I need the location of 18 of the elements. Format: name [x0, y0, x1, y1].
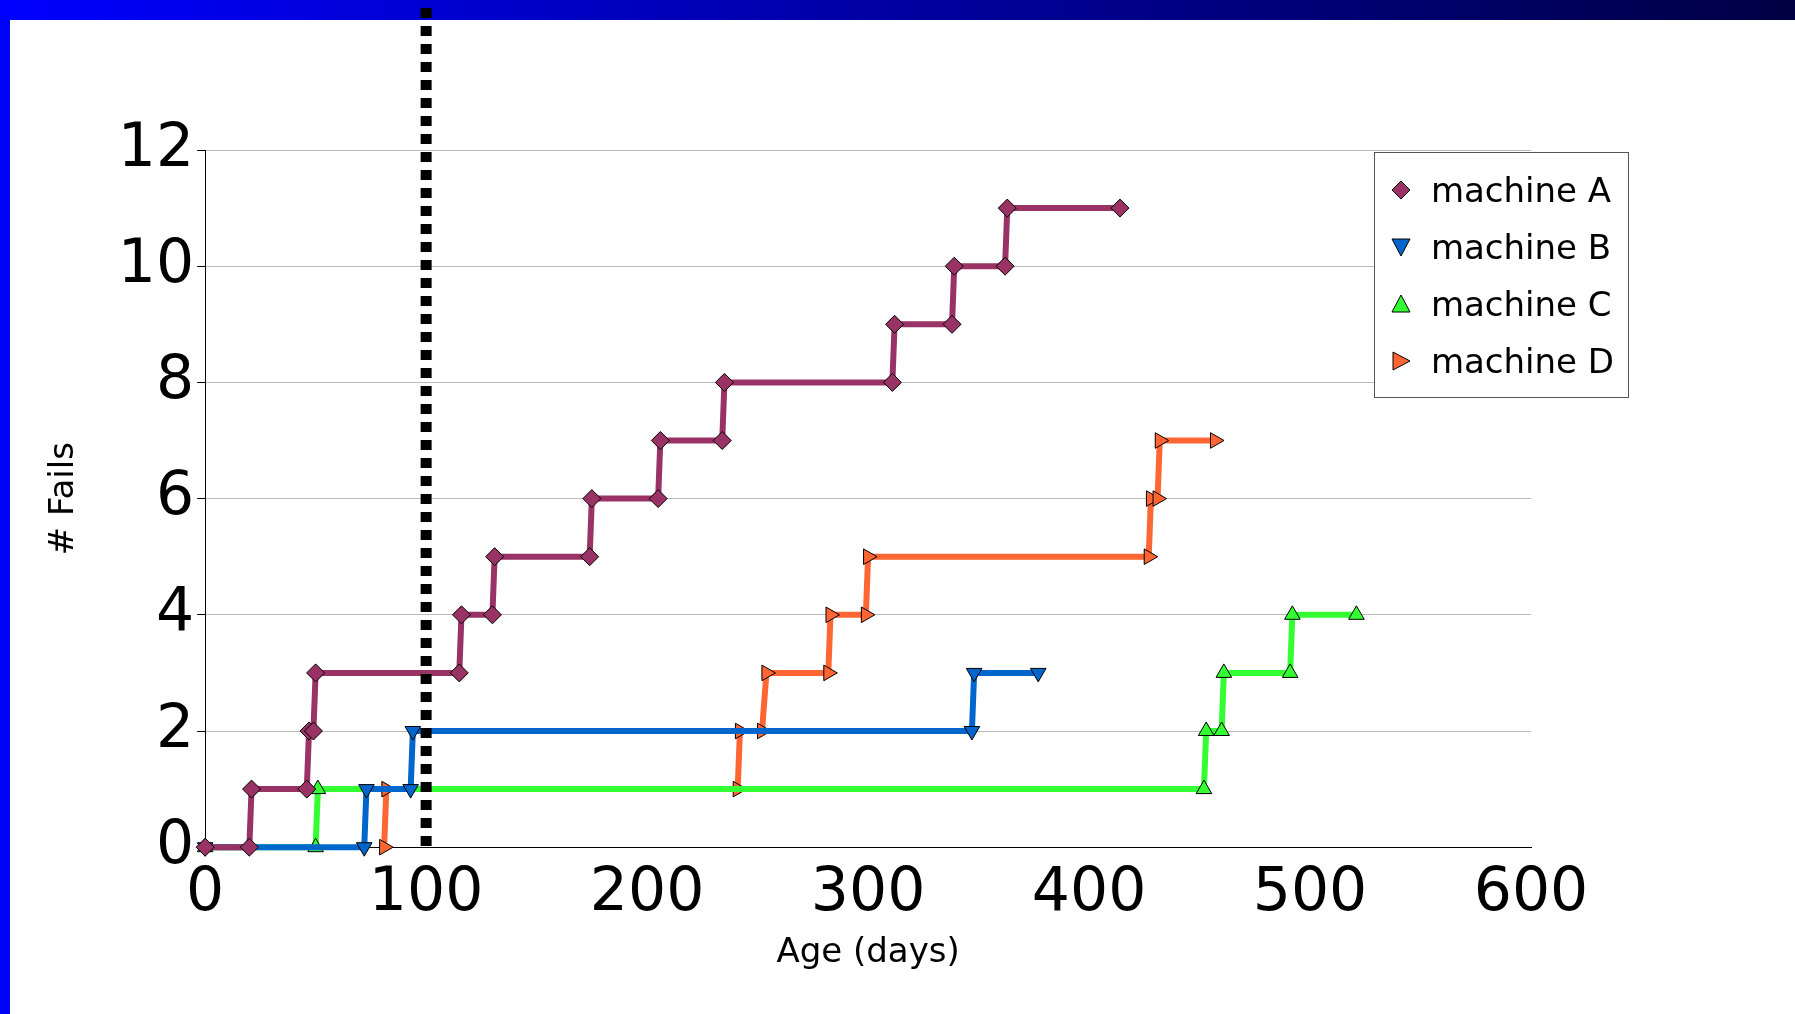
legend-label: machine A [1430, 169, 1612, 210]
x-tick-label: 500 [1252, 853, 1368, 924]
x-tick-label: 100 [368, 853, 484, 924]
y-tick-label: 10 [117, 225, 195, 296]
y-tick-label: 4 [155, 574, 195, 645]
y-tick-label: 8 [155, 341, 195, 412]
legend-label: machine C [1430, 283, 1612, 324]
x-tick-label: 400 [1031, 853, 1147, 924]
x-tick-label: 200 [589, 853, 705, 924]
legend-label: machine B [1430, 226, 1612, 267]
y-tick-label: 2 [155, 690, 195, 761]
x-tick-label: 300 [810, 853, 926, 924]
legend-label: machine D [1430, 340, 1614, 381]
x-tick-label: 600 [1473, 853, 1589, 924]
y-axis-title: # Fails [41, 442, 82, 556]
y-tick-label: 12 [117, 109, 195, 180]
y-tick-label: 6 [155, 458, 195, 529]
x-axis-title: Age (days) [776, 930, 960, 971]
